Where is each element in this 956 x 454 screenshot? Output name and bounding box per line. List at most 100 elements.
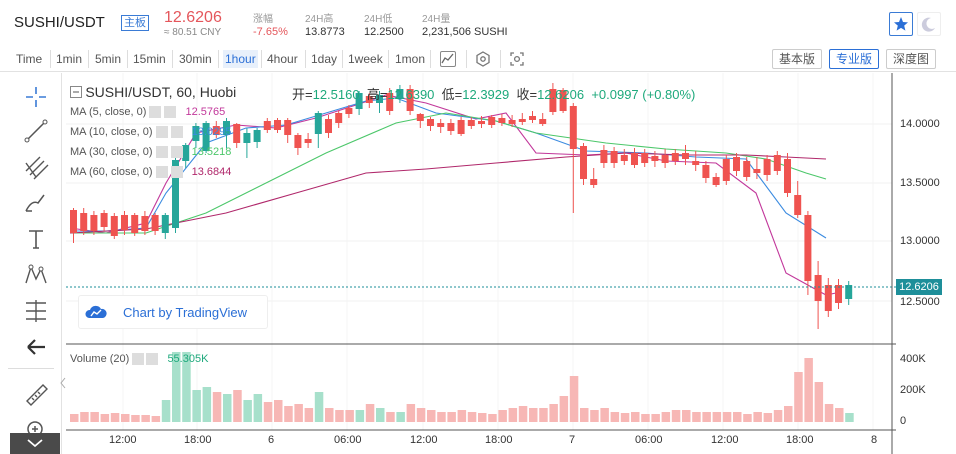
pair-name[interactable]: SUSHI/USDT: [14, 14, 105, 31]
interval-5min[interactable]: 5min: [95, 52, 122, 66]
candle-body: [712, 177, 720, 185]
text-icon[interactable]: [22, 225, 50, 253]
candle-body: [192, 126, 200, 141]
eye-icon[interactable]: [132, 353, 145, 366]
volume-bar: [151, 416, 161, 422]
indicator-row-ma10[interactable]: MA (10, close, 0) 13.0295: [70, 126, 232, 139]
pattern-icon[interactable]: [22, 261, 50, 289]
interval-time[interactable]: Time: [16, 52, 43, 66]
candle-body: [722, 159, 730, 181]
candle-body: [202, 123, 210, 151]
eye-icon[interactable]: [155, 146, 168, 159]
view-pro-button[interactable]: 专业版: [829, 49, 880, 69]
time-tick: 18:00: [786, 434, 814, 446]
candle-body: [100, 213, 108, 227]
volume-bar: [631, 412, 640, 422]
stat-volume-value: 2,231,506 SUSHI: [422, 26, 508, 38]
interval-1week[interactable]: 1week: [348, 52, 383, 66]
candle-body: [131, 215, 139, 233]
cloud-icon: [85, 305, 107, 318]
interval-30min[interactable]: 30min: [179, 52, 212, 66]
indicator-row-ma30[interactable]: MA (30, close, 0) 13.5218: [70, 146, 231, 159]
toolbar-divider: [305, 50, 306, 68]
volume-bar: [508, 408, 518, 422]
fib-channel-icon[interactable]: [22, 153, 50, 181]
open-label: 开=: [292, 87, 313, 102]
close-icon[interactable]: [146, 353, 159, 366]
indicator-row-ma5[interactable]: MA (5, close, 0) 12.5765: [70, 106, 225, 119]
indicator-label: MA (5, close, 0): [70, 106, 147, 118]
stat-change-label: 涨幅: [253, 14, 273, 25]
indicator-row-ma60[interactable]: MA (60, close, 0) 13.6844: [70, 166, 231, 179]
brush-icon[interactable]: [22, 189, 50, 217]
price-chart[interactable]: [66, 73, 896, 454]
settings-icon[interactable]: [475, 51, 491, 67]
close-icon[interactable]: [170, 166, 183, 179]
view-depth-button[interactable]: 深度图: [886, 49, 937, 69]
candle-body: [488, 117, 496, 125]
tradingview-badge[interactable]: Chart by TradingView: [78, 295, 268, 329]
favorite-star-button[interactable]: [889, 12, 913, 36]
volume-bar: [223, 394, 232, 422]
interval-1min[interactable]: 1min: [56, 52, 83, 66]
view-basic-button[interactable]: 基本版: [772, 49, 823, 69]
ruler-icon[interactable]: [22, 380, 50, 408]
stat-high-value: 13.8773: [305, 26, 345, 38]
crosshair-icon[interactable]: [22, 83, 50, 111]
interval-1mon[interactable]: 1mon: [395, 52, 426, 66]
candle-body: [233, 124, 241, 143]
volume-bar: [355, 410, 365, 422]
interval-4hour[interactable]: 4hour: [267, 52, 298, 66]
volume-bar: [794, 372, 803, 422]
volume-legend: Volume (20) 55.305K: [70, 353, 208, 366]
close-icon[interactable]: [170, 126, 183, 139]
candle-body: [80, 213, 88, 231]
candle-body: [223, 121, 230, 135]
toolbar-divider: [342, 50, 343, 68]
indicator-value: 13.0295: [191, 126, 232, 138]
candle-body: [467, 120, 475, 126]
close-icon[interactable]: [170, 146, 183, 159]
stat-low-label: 24H低: [364, 14, 393, 25]
volume-label: Volume (20): [70, 353, 130, 365]
interval-15min[interactable]: 15min: [133, 52, 166, 66]
eye-icon[interactable]: [155, 166, 168, 179]
volume-bar: [763, 413, 773, 422]
volume-bar: [202, 387, 212, 422]
close-icon[interactable]: [164, 106, 177, 119]
interval-1hour[interactable]: 1hour: [223, 50, 258, 68]
volume-bar: [835, 408, 844, 422]
interval-1day[interactable]: 1day: [311, 52, 338, 66]
theme-toggle-button[interactable]: [917, 12, 941, 36]
candle-body: [814, 275, 822, 301]
candle-body: [498, 118, 506, 123]
measure-icon[interactable]: [22, 297, 50, 325]
candle-body: [763, 159, 771, 175]
back-arrow-icon[interactable]: [22, 333, 50, 361]
volume-bar: [824, 404, 834, 422]
volume-bar: [722, 412, 732, 422]
candle-body: [416, 114, 424, 121]
chevron-left-icon[interactable]: [60, 377, 66, 389]
candle-body: [784, 159, 791, 193]
last-price: 12.6206: [164, 9, 222, 26]
indicator-icon[interactable]: [440, 51, 456, 67]
volume-bars: [70, 352, 854, 422]
volume-bar: [671, 410, 681, 422]
high-label: 高=: [366, 87, 388, 102]
screenshot-icon[interactable]: [509, 51, 525, 67]
candle-body: [172, 160, 179, 228]
volume-bar: [773, 410, 783, 422]
volume-bar: [100, 414, 110, 422]
trend-line-icon[interactable]: [22, 117, 50, 145]
chart-toolbar: Time 1min 5min 15min 30min 1hour 4hour 1…: [0, 46, 956, 72]
eye-icon[interactable]: [149, 106, 162, 119]
volume-bar: [569, 376, 579, 422]
volume-bar: [80, 412, 89, 422]
stat-change-value: -7.65%: [253, 26, 288, 38]
collapse-toolbar-button[interactable]: [10, 433, 60, 454]
eye-icon[interactable]: [155, 126, 168, 139]
collapse-legend-icon[interactable]: [70, 86, 82, 98]
volume-bar: [845, 413, 854, 422]
toolbar-divider: [172, 50, 173, 68]
